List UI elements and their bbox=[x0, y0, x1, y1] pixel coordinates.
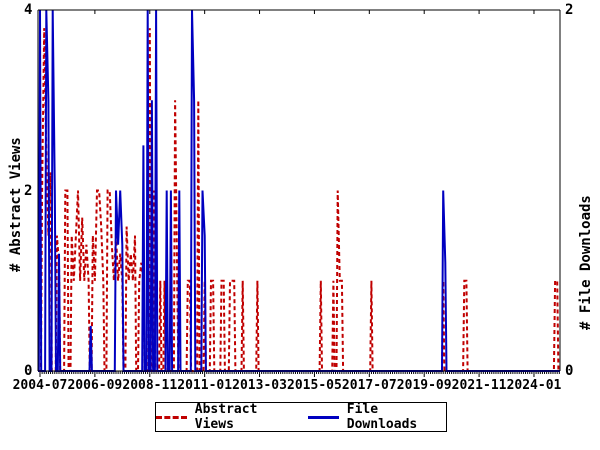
abstract-views-line-sample bbox=[156, 415, 187, 419]
file-downloads-line bbox=[37, 9, 560, 372]
x-axis-tick-label: 2013-03 bbox=[232, 378, 287, 393]
x-axis-tick-label: 2017-07 bbox=[341, 378, 397, 393]
chart-legend: Abstract Views File Downloads bbox=[155, 402, 447, 432]
x-axis-tick-label: 2015-05 bbox=[287, 378, 342, 393]
file-downloads-line-sample bbox=[308, 415, 339, 419]
x-axis-tick-label: 2006-09 bbox=[67, 378, 123, 393]
x-axis-tick-label: 2019-09 bbox=[396, 378, 452, 393]
left-axis-tick-label: 0 bbox=[24, 363, 33, 379]
x-axis-tick-label: 2004-07 bbox=[12, 378, 68, 393]
legend-label-abstract-views: Abstract Views bbox=[194, 402, 258, 432]
legend-label-file-downloads: File Downloads bbox=[346, 402, 418, 432]
right-axis-tick-label: 2 bbox=[565, 2, 574, 18]
left-axis-title: # Abstract Views bbox=[8, 137, 24, 272]
legend-item-abstract-views: Abstract Views bbox=[156, 402, 294, 432]
x-axis-tick-label: 2011-01 bbox=[177, 378, 233, 393]
x-axis-tick-label: 2008-11 bbox=[122, 378, 178, 393]
right-axis-title: # File Downloads bbox=[578, 195, 594, 330]
right-axis-tick-label: 0 bbox=[565, 363, 574, 379]
left-axis-tick-label: 4 bbox=[24, 2, 33, 18]
abstract-views-line bbox=[38, 28, 560, 372]
left-axis-tick-label: 2 bbox=[24, 182, 33, 199]
x-axis-tick-label: 2024-01 bbox=[506, 378, 562, 393]
plot-frame bbox=[37, 9, 561, 372]
x-axis-tick-label: 2021-11 bbox=[451, 378, 507, 393]
legend-item-file-downloads: File Downloads bbox=[308, 402, 446, 432]
